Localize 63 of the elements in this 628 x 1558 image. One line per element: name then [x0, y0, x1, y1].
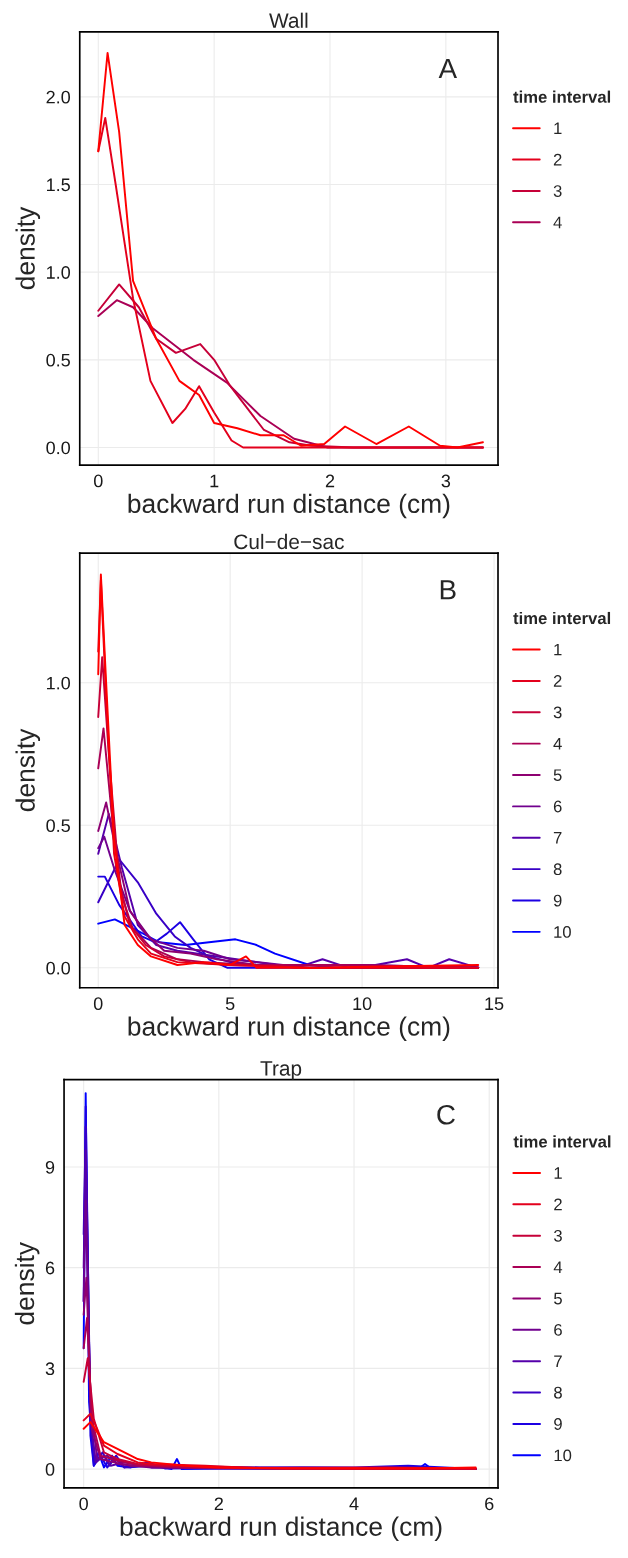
legend-label: 10: [554, 1449, 572, 1462]
chart-title: Cul−de−sac: [234, 533, 344, 550]
legend-label: 1: [554, 1167, 562, 1179]
x-tick-label: 3: [441, 474, 451, 488]
legend-label: 4: [553, 738, 562, 750]
x-tick-label: 10: [353, 997, 372, 1011]
legend-title: time interval: [513, 611, 611, 625]
x-axis-title: backward run distance (cm): [128, 493, 450, 519]
y-tick-label: 3: [45, 1362, 55, 1376]
legend-label: 9: [553, 894, 562, 907]
legend-label: 8: [553, 863, 562, 876]
y-tick-label: 0.5: [46, 353, 70, 367]
legend-label: 1: [554, 643, 562, 656]
legend-label: 7: [553, 832, 562, 844]
legend-label: 10: [554, 926, 571, 938]
legend-label: 5: [553, 769, 562, 782]
x-tick-label: 5: [225, 997, 235, 1011]
legend-label: 7: [554, 1355, 562, 1368]
x-tick-label: 6: [485, 1497, 494, 1511]
x-axis-title: backward run distance (cm): [128, 1016, 450, 1041]
y-tick-label: 9: [45, 1160, 55, 1174]
x-tick-label: 0: [79, 1497, 88, 1511]
legend-label: 3: [553, 1229, 562, 1242]
legend-label: 2: [553, 675, 562, 687]
annotation: A: [438, 58, 458, 79]
x-tick-label: 15: [485, 997, 504, 1011]
legend-label: 3: [553, 185, 562, 197]
legend-label: 4: [553, 216, 562, 229]
legend-label: 6: [553, 800, 562, 813]
y-tick-label: 0.0: [46, 441, 71, 455]
x-tick-label: 2: [214, 1497, 223, 1510]
y-axis-title: density: [14, 1242, 40, 1325]
x-axis-title: backward run distance (cm): [120, 1516, 442, 1542]
legend-label: 9: [554, 1418, 562, 1430]
y-tick-label: 0: [45, 1463, 55, 1476]
legend-label: 5: [554, 1292, 562, 1305]
annotation: B: [440, 580, 456, 600]
annotation: C: [437, 1104, 455, 1125]
x-tick-label: 2: [325, 474, 335, 488]
y-tick-label: 1.0: [47, 266, 71, 279]
legend-label: 2: [554, 1198, 562, 1211]
legend-title: time interval: [513, 90, 611, 103]
y-axis-title: density: [15, 206, 41, 290]
chart-title: Wall: [269, 12, 308, 28]
x-tick-label: 0: [93, 474, 103, 488]
y-tick-label: 2.0: [46, 90, 71, 104]
legend-label: 3: [553, 706, 562, 719]
x-tick-label: 1: [210, 474, 219, 488]
legend-label: 2: [553, 153, 562, 166]
legend-label: 1: [554, 122, 562, 135]
y-tick-label: 1.5: [47, 178, 70, 192]
y-tick-label: 1.0: [47, 676, 71, 690]
y-tick-label: 6: [45, 1261, 55, 1275]
y-tick-label: 0.5: [46, 819, 70, 833]
legend-title: time interval: [513, 1135, 611, 1148]
x-tick-label: 4: [349, 1497, 359, 1510]
y-axis-title: density: [15, 728, 41, 812]
x-tick-label: 0: [93, 997, 103, 1011]
y-tick-label: 0.0: [46, 961, 71, 975]
legend-label: 8: [554, 1386, 562, 1399]
chart-title: Trap: [260, 1061, 302, 1080]
legend-label: 6: [554, 1324, 562, 1336]
legend-label: 4: [553, 1261, 563, 1273]
